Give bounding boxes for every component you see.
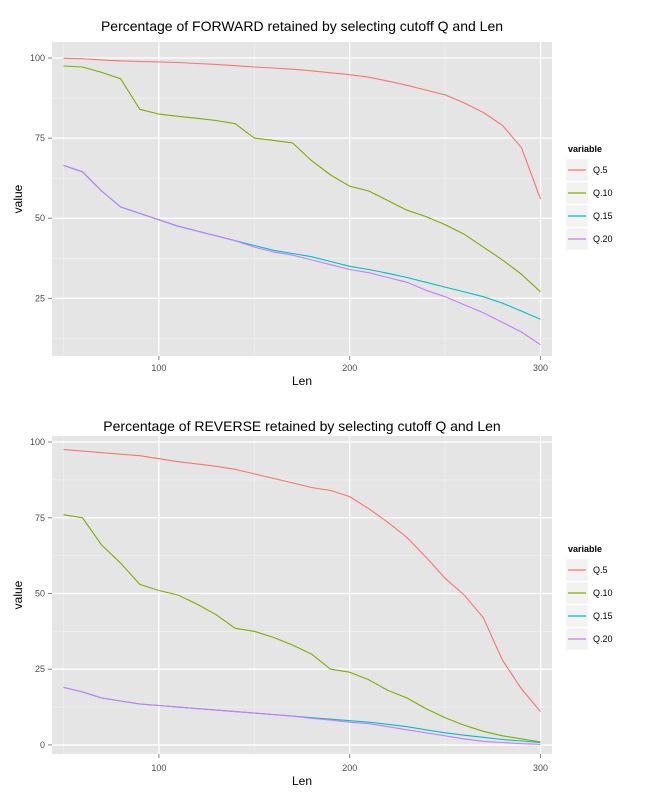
legend-item: Q.10 <box>565 581 613 605</box>
x-tick-label: 100 <box>151 763 166 773</box>
series-line-q10 <box>63 65 541 293</box>
plot-panel <box>52 436 552 754</box>
chart-2: Percentage of REVERSE retained by select… <box>11 418 613 788</box>
gridlines <box>52 42 552 356</box>
y-tick-label: 100 <box>30 53 45 63</box>
series-line-q10 <box>63 514 541 743</box>
legend-item: Q.20 <box>565 627 613 651</box>
series-lines <box>63 57 542 346</box>
y-tick-label: 75 <box>35 133 45 143</box>
series-line-q5 <box>63 57 542 200</box>
x-tick-label: 300 <box>533 363 548 373</box>
axes: 100 200 300 25 50 75 100 <box>30 53 548 373</box>
legend-item: Q.15 <box>565 204 613 228</box>
y-tick-label: 75 <box>35 513 45 523</box>
legend-label: Q.10 <box>593 188 613 198</box>
legend-label: Q.15 <box>593 611 613 621</box>
y-tick-label: 0 <box>40 740 45 750</box>
x-tick-label: 200 <box>342 763 357 773</box>
legend-title: variable <box>568 144 602 154</box>
legend-title: variable <box>568 544 602 554</box>
series-line-q20 <box>63 686 541 745</box>
legend-item: Q.5 <box>565 158 608 182</box>
series-line-q20 <box>63 164 541 346</box>
chart-1: Percentage of FORWARD retained by select… <box>11 18 613 388</box>
legend-item: Q.15 <box>565 604 613 628</box>
x-axis-label: Len <box>292 774 312 788</box>
legend-label: Q.5 <box>593 565 608 575</box>
y-tick-label: 25 <box>35 293 45 303</box>
y-axis-label: value <box>11 580 25 609</box>
legend-label: Q.5 <box>593 165 608 175</box>
legend-label: Q.20 <box>593 634 613 644</box>
y-axis-label: value <box>11 184 25 213</box>
legend-item: Q.10 <box>565 181 613 205</box>
legend-label: Q.10 <box>593 588 613 598</box>
plot-panel <box>52 42 552 356</box>
x-axis-label: Len <box>292 374 312 388</box>
legend-item: Q.20 <box>565 227 613 251</box>
axes: 100 200 300 0 25 50 75 100 <box>30 437 548 773</box>
x-tick-label: 200 <box>342 363 357 373</box>
chart-title: Percentage of FORWARD retained by select… <box>101 18 503 34</box>
legend: variable Q.5 Q.10 Q.15 Q.20 <box>565 544 613 651</box>
y-tick-label: 50 <box>35 213 45 223</box>
y-tick-label: 50 <box>35 588 45 598</box>
gridlines <box>52 436 552 754</box>
legend-item: Q.5 <box>565 558 608 582</box>
y-tick-label: 100 <box>30 437 45 447</box>
legend-label: Q.20 <box>593 234 613 244</box>
chart-title: Percentage of REVERSE retained by select… <box>103 418 500 434</box>
legend: variable Q.5 Q.10 Q.15 Q.20 <box>565 144 613 251</box>
series-lines <box>63 449 541 745</box>
x-tick-label: 300 <box>533 763 548 773</box>
y-tick-label: 25 <box>35 664 45 674</box>
x-tick-label: 100 <box>151 363 166 373</box>
legend-label: Q.15 <box>593 211 613 221</box>
series-line-q5 <box>63 449 541 712</box>
